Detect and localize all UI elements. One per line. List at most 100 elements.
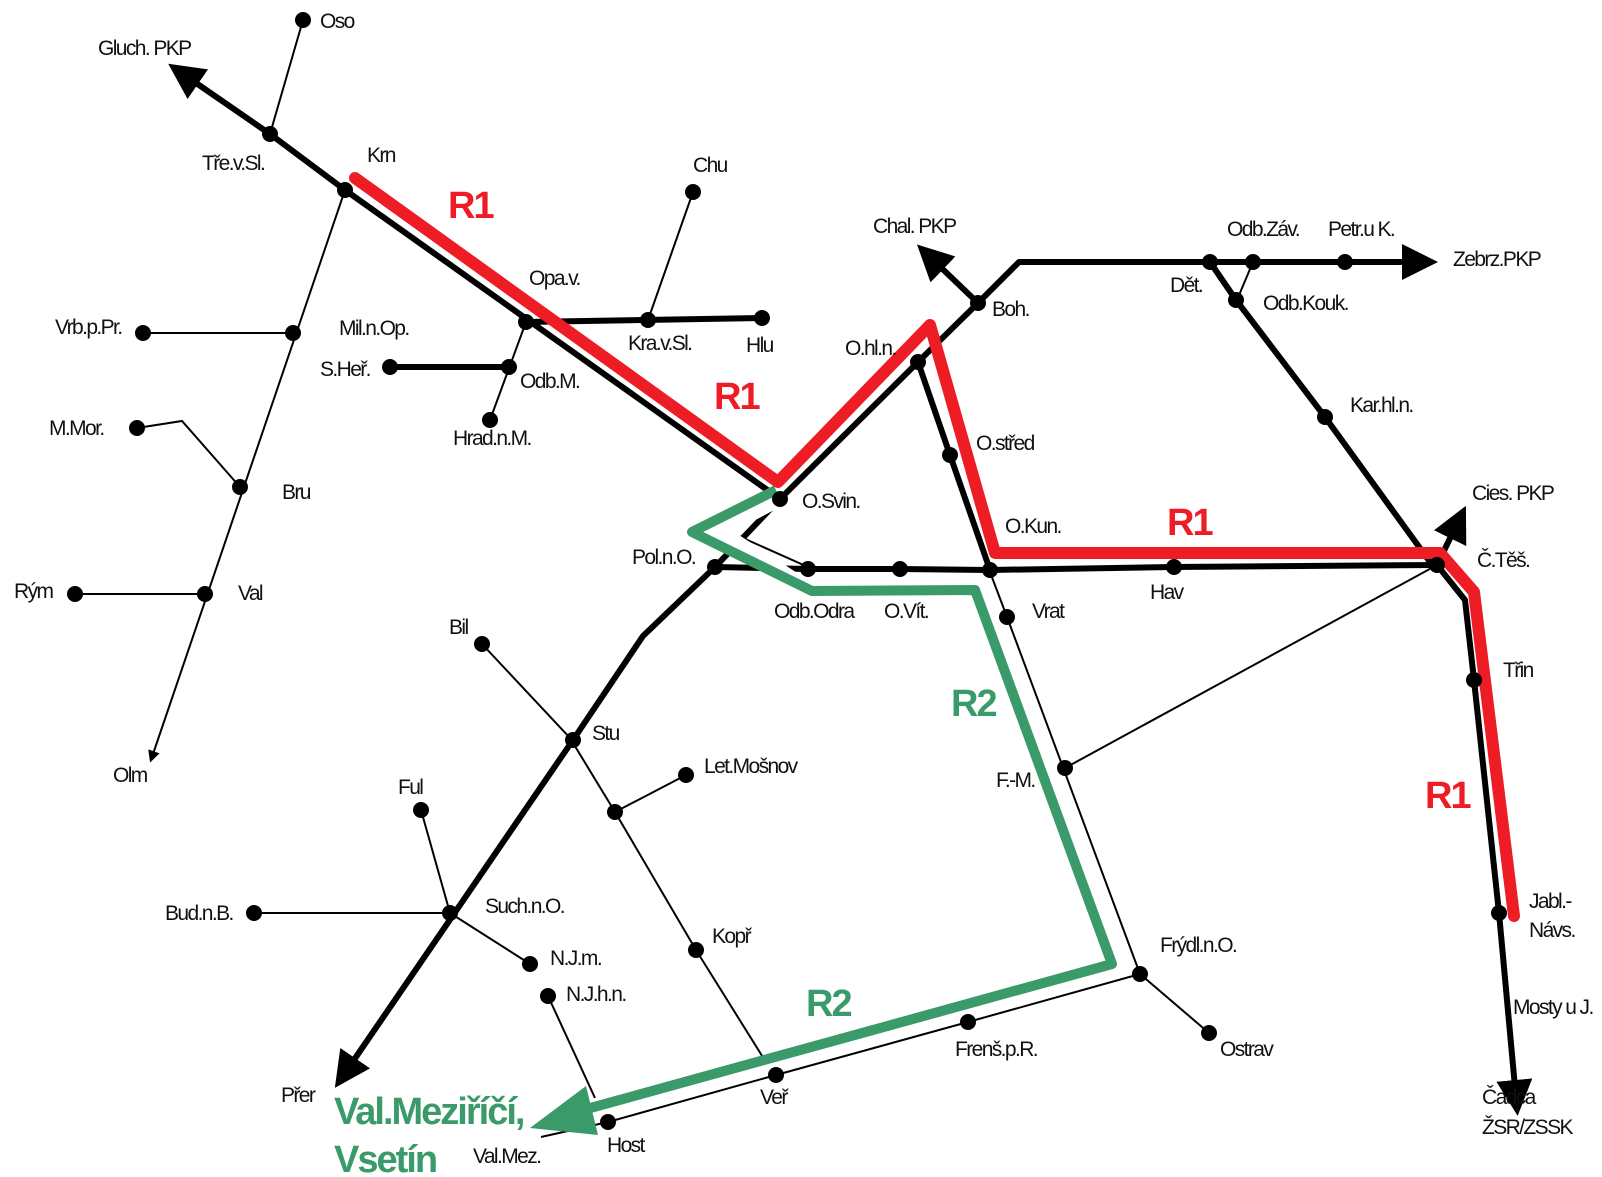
label-zebrz-pkp: Zebrz.PKP [1453, 248, 1541, 271]
route-label-r1: R1 [1425, 775, 1471, 817]
station-dot [1245, 254, 1261, 270]
label-kra-v-sl: Kra.v.Sl. [628, 332, 691, 355]
track-krn-osvin [343, 187, 782, 502]
destination-line-2: Vsetín [334, 1139, 436, 1177]
destination-line-1: Val.Meziříčí, [334, 1091, 524, 1133]
station-dot [1317, 409, 1333, 425]
track-njm [449, 912, 531, 965]
label-odb-m: Odb.M. [520, 370, 579, 393]
label-bud-n-b: Bud.n.B. [165, 902, 233, 925]
route-labels: R1 R1 R1 R1 R2 R2 [448, 185, 1473, 1025]
station-dot [129, 420, 145, 436]
track-tre-krn [268, 131, 347, 193]
thin-tracks [75, 19, 1438, 1138]
label-tre-v-sl: Tře.v.Sl. [202, 152, 264, 175]
label-val: Val [238, 582, 263, 605]
label-bil: Bil [449, 616, 468, 639]
station-dot [522, 956, 538, 972]
station-dot [970, 295, 986, 311]
station-dot [982, 562, 998, 578]
label-o-kun: O.Kun. [1005, 515, 1061, 538]
label-oso: Oso [320, 10, 355, 33]
station-dot [295, 12, 311, 28]
station-dot [135, 325, 151, 341]
station-dot [262, 126, 278, 142]
label-frydl-n-o: Frýdl.n.O. [1160, 934, 1236, 957]
station-dot [197, 586, 213, 602]
route-r2 [530, 485, 1122, 1135]
label-chal-pkp: Chal. PKP [873, 215, 956, 238]
station-dot [540, 988, 556, 1004]
station-dot [246, 905, 262, 921]
station-dot [413, 802, 429, 818]
station-dot [382, 359, 398, 375]
label-stu: Stu [592, 722, 620, 745]
track-ful [420, 809, 451, 914]
label-vrat: Vrat [1032, 600, 1065, 623]
track-ohl-boh-det [915, 244, 1438, 365]
label-trin: Třin [1503, 659, 1534, 682]
track-pol-ctes [714, 562, 1438, 573]
station-dot [1491, 905, 1507, 921]
label-ostrav: Ostrav [1220, 1038, 1274, 1061]
track-njhn [547, 995, 596, 1099]
label-o-stred: O.střed [976, 432, 1035, 455]
label-hrad-n-m: Hrad.n.M. [453, 427, 531, 450]
label-s-her: S.Heř. [320, 358, 370, 381]
label-m-mor: M.Mor. [49, 417, 104, 440]
track-bil-ver [481, 643, 775, 1076]
station-dot [1228, 292, 1244, 308]
station-dot [892, 561, 908, 577]
station-dot [607, 804, 623, 820]
track-det-kar-ctes [1207, 260, 1433, 564]
label-hlu: Hlu [746, 334, 774, 357]
station-dot [800, 561, 816, 577]
label-n-j-m: N.J.m. [550, 947, 601, 970]
label-petr-u-k: Petr.u K. [1328, 218, 1394, 241]
label-hav: Hav [1150, 581, 1185, 604]
station-labels: Oso Gluch. PKP Tře.v.Sl. Krn Vrb.p.Pr. M… [14, 10, 1594, 1168]
track-ostrav [1139, 973, 1210, 1034]
label-chu: Chu [693, 154, 728, 177]
station-dot [942, 447, 958, 463]
track-mmor [136, 419, 241, 488]
station-dot [707, 559, 723, 575]
destination-label: Val.Meziříčí, Vsetín [334, 1091, 526, 1177]
label-cadca-1: Čadca [1482, 1086, 1537, 1109]
route-label-r1: R1 [1167, 502, 1213, 544]
track-fm-ctes [1064, 564, 1438, 769]
label-krn: Krn [367, 144, 396, 167]
label-o-vit: O.Vít. [884, 600, 928, 623]
station-dot [772, 491, 788, 507]
label-odb-zav: Odb.Záv. [1227, 218, 1299, 241]
route-label-r1: R1 [714, 376, 760, 418]
track-oso [269, 19, 304, 135]
station-dot [565, 732, 581, 748]
label-prer: Přer [281, 1084, 316, 1107]
label-vrb-p-pr: Vrb.p.Pr. [55, 316, 122, 339]
label-kar-hl-n: Kar.hl.n. [1350, 394, 1413, 417]
label-odb-kouk: Odb.Kouk. [1263, 292, 1348, 315]
label-n-j-h-n: N.J.h.n. [566, 983, 626, 1006]
station-dot [285, 325, 301, 341]
label-odb-odra: Odb.Odra [774, 600, 855, 623]
station-dot [518, 314, 534, 330]
station-dot [754, 310, 770, 326]
station-dot [960, 1014, 976, 1030]
station-dots [67, 12, 1507, 1130]
route-label-r1: R1 [448, 185, 494, 227]
station-dot [1202, 254, 1218, 270]
label-jabl-navs-2: Návs. [1529, 919, 1575, 942]
station-dot [501, 359, 517, 375]
label-mil-n-op: Mil.n.Op. [339, 317, 409, 340]
station-dot [910, 354, 926, 370]
station-dot [232, 479, 248, 495]
route-r1 [349, 172, 1520, 922]
label-cadca-2: ŽSR/ZSSK [1482, 1116, 1573, 1139]
label-o-svin: O.Svin. [802, 490, 860, 513]
station-dot [768, 1067, 784, 1083]
label-det: Dět. [1170, 274, 1202, 297]
track-chu [647, 191, 694, 321]
label-let-mosnov: Let.Mošnov [704, 755, 799, 778]
track-gluch [168, 63, 272, 137]
